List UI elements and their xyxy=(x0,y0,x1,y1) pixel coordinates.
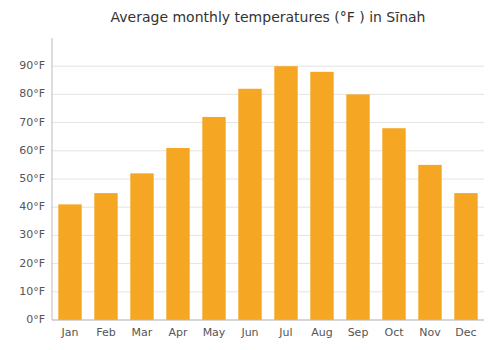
bars xyxy=(58,66,477,320)
y-axis-line xyxy=(52,38,53,320)
grid xyxy=(52,66,484,320)
bar xyxy=(274,66,297,320)
bar xyxy=(454,193,477,320)
y-tick-label: 0°F xyxy=(26,313,45,326)
bar xyxy=(238,89,261,320)
y-tick-label: 90°F xyxy=(19,59,45,72)
x-tick-label: May xyxy=(203,326,226,339)
chart: 0°F 10°F 20°F 30°F 40°F 50°F 60°F 70°F 80°F 90°F J… xyxy=(0,0,500,350)
y-tick-label: 10°F xyxy=(19,285,45,298)
y-tick-label: 30°F xyxy=(19,228,45,241)
y-tick-label: 20°F xyxy=(19,257,45,270)
title: Average monthly temperatures (°F ) in Sī… xyxy=(111,9,426,25)
bar xyxy=(166,148,189,320)
x-tick-label: Jan xyxy=(61,326,79,339)
bar xyxy=(382,128,405,320)
bar xyxy=(94,193,117,320)
grid-line xyxy=(52,122,484,123)
y-tick-label: 40°F xyxy=(19,200,45,213)
x-tick-label: Apr xyxy=(168,326,188,339)
bar xyxy=(130,173,153,320)
bar xyxy=(346,94,369,320)
x-tick-label: Jun xyxy=(240,326,258,339)
y-tick-label: 60°F xyxy=(19,144,45,157)
x-tick-label: Dec xyxy=(455,326,476,339)
x-tick-label: Nov xyxy=(419,326,441,339)
grid-line xyxy=(52,94,484,95)
x-tick-label: Oct xyxy=(384,326,404,339)
x-axis: Jan Feb Mar Apr May Jun Jul Aug Sep Oct Nov Dec xyxy=(52,320,484,339)
bar xyxy=(310,72,333,320)
grid-line xyxy=(52,150,484,151)
y-tick-label: 80°F xyxy=(19,87,45,100)
x-tick-label: Sep xyxy=(348,326,369,339)
x-tick-label: Jul xyxy=(278,326,292,339)
x-axis-line xyxy=(52,320,484,321)
y-axis: 0°F 10°F 20°F 30°F 40°F 50°F 60°F 70°F 80°F 90°F xyxy=(19,59,45,326)
bar xyxy=(418,165,441,320)
grid-line xyxy=(52,66,484,67)
x-tick-label: Mar xyxy=(132,326,153,339)
bar xyxy=(202,117,225,320)
bar xyxy=(58,204,81,320)
y-tick-label: 70°F xyxy=(19,116,45,129)
grid-line xyxy=(52,320,484,321)
chart-container: 0°F 10°F 20°F 30°F 40°F 50°F 60°F 70°F 80°F 90°F J… xyxy=(0,0,500,350)
y-tick-label: 50°F xyxy=(19,172,45,185)
x-tick-label: Aug xyxy=(311,326,332,339)
x-tick-label: Feb xyxy=(96,326,115,339)
